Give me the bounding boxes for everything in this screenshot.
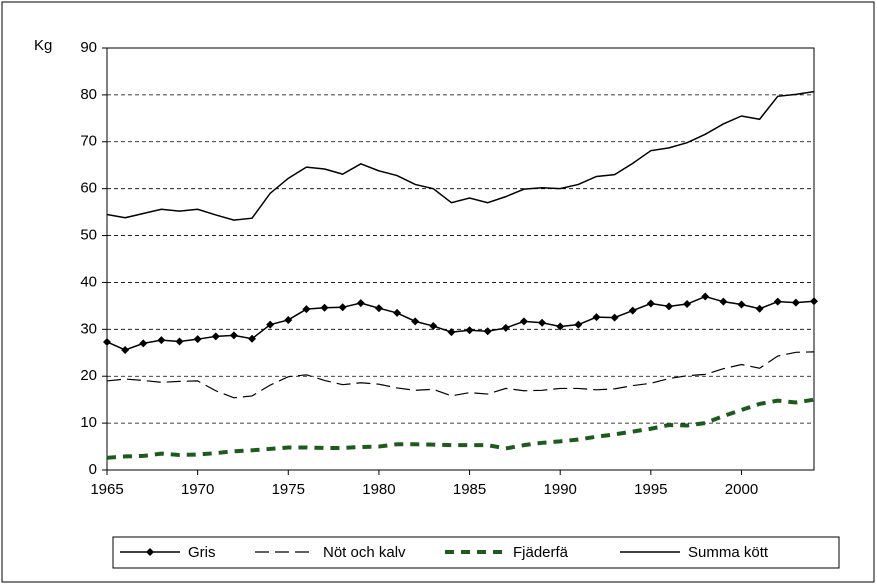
x-tick-label: 1985 (453, 481, 486, 498)
y-tick-label: 80 (80, 86, 97, 103)
legend-marker (146, 548, 154, 556)
point-marker (810, 297, 818, 306)
point-marker (139, 339, 148, 348)
point-marker (628, 306, 637, 315)
point-marker (302, 305, 311, 314)
point-marker (664, 302, 673, 311)
legend-box (112, 536, 840, 569)
x-tick-label: 1970 (181, 481, 214, 498)
legend-label: Gris (188, 544, 216, 561)
point-marker (175, 337, 184, 346)
x-tick-label: 1990 (544, 481, 577, 498)
legend-label: Fjäderfä (513, 544, 569, 561)
point-marker (103, 337, 111, 346)
point-marker (447, 328, 456, 337)
point-marker (519, 317, 528, 326)
point-marker (356, 299, 365, 308)
point-marker (157, 336, 166, 345)
y-tick-label: 0 (89, 461, 97, 478)
point-marker (211, 332, 220, 341)
point-marker (501, 323, 510, 332)
point-marker (121, 345, 130, 354)
legend-label: Nöt och kalv (323, 544, 406, 561)
y-axis-label: Kg (34, 37, 52, 54)
point-marker (411, 317, 420, 326)
y-tick-label: 10 (80, 414, 97, 431)
point-marker (374, 304, 383, 313)
series-line (106, 351, 815, 399)
point-marker (719, 297, 728, 306)
series-line (106, 90, 815, 221)
point-marker (338, 303, 347, 312)
point-marker (284, 315, 293, 324)
point-marker (229, 331, 238, 340)
point-marker (483, 327, 492, 336)
point-marker (193, 335, 202, 344)
x-tick-label: 2000 (725, 481, 758, 498)
point-marker (610, 313, 619, 322)
x-tick-label: 1995 (634, 481, 667, 498)
point-marker (773, 297, 782, 306)
series-line (106, 295, 815, 351)
point-marker (248, 334, 257, 343)
x-tick-label: 1980 (362, 481, 395, 498)
point-marker (266, 320, 275, 329)
point-marker (320, 303, 329, 312)
point-marker (791, 298, 800, 307)
point-marker (592, 313, 601, 322)
y-tick-label: 50 (80, 227, 97, 244)
x-tick-label: 1975 (272, 481, 305, 498)
point-marker (574, 320, 583, 329)
y-tick-label: 40 (80, 273, 97, 290)
point-marker (556, 322, 565, 331)
series-line (106, 397, 815, 460)
y-tick-label: 90 (80, 39, 97, 56)
x-tick-label: 1965 (90, 481, 123, 498)
point-marker (737, 300, 746, 309)
y-tick-label: 20 (80, 367, 97, 384)
point-marker (393, 308, 402, 317)
y-tick-label: 30 (80, 320, 97, 337)
point-marker (701, 292, 710, 301)
point-marker (538, 318, 547, 327)
y-tick-label: 60 (80, 180, 97, 197)
point-marker (683, 300, 692, 309)
point-marker (755, 304, 764, 313)
point-marker (465, 326, 474, 335)
legend-label: Summa kött (688, 544, 769, 561)
point-marker (429, 322, 438, 331)
point-marker (646, 299, 655, 308)
y-tick-label: 70 (80, 133, 97, 150)
